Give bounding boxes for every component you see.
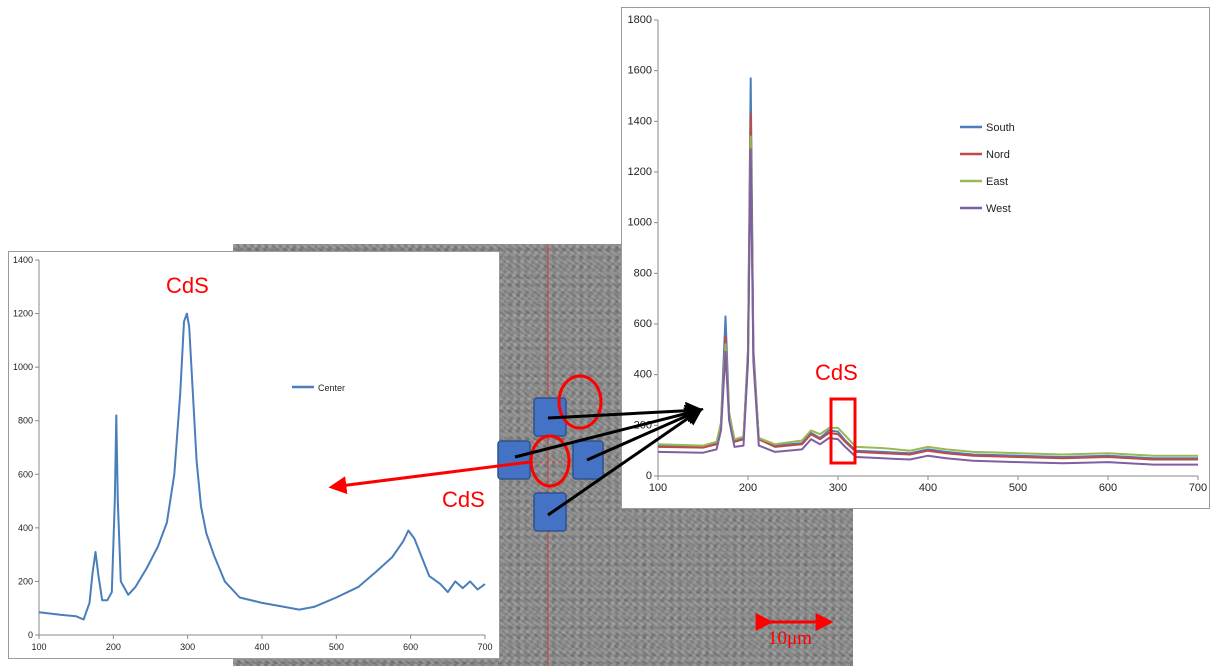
y-tick-label: 400 xyxy=(18,523,33,533)
series-line-center xyxy=(38,312,486,621)
y-tick-label: 800 xyxy=(18,416,33,426)
y-tick-label: 400 xyxy=(634,369,652,381)
y-tick-label: 1400 xyxy=(628,115,652,127)
cds-label-left: CdS xyxy=(166,273,209,298)
legend-label-south: South xyxy=(986,122,1015,134)
y-tick-label: 200 xyxy=(634,419,652,431)
y-tick-label: 1000 xyxy=(13,362,33,372)
series-line-nord xyxy=(657,112,1198,461)
series-line-south xyxy=(657,77,1198,460)
x-tick-label: 500 xyxy=(329,642,344,652)
y-tick-label: 1200 xyxy=(628,166,652,178)
x-tick-label: 200 xyxy=(106,642,121,652)
y-tick-label: 0 xyxy=(646,470,652,482)
x-tick-label: 600 xyxy=(403,642,418,652)
y-tick-label: 200 xyxy=(18,576,33,586)
directional-spectrum-panel: 0 200 400 600 800 1000 1200 1400 1600 1800 100 200 3… xyxy=(621,7,1210,509)
cds-label-middle: CdS xyxy=(442,487,485,512)
scale-bar-label: 10μm xyxy=(768,628,812,649)
series-line-east xyxy=(657,135,1198,457)
y-tick-label: 1800 xyxy=(628,14,652,26)
y-tick-label: 0 xyxy=(28,630,33,640)
y-tick-label: 600 xyxy=(634,318,652,330)
x-tick-label: 300 xyxy=(180,642,195,652)
x-tick-label: 400 xyxy=(919,482,937,494)
legend-label-center: Center xyxy=(318,383,345,393)
legend-label-west: West xyxy=(986,203,1011,215)
x-tick-label: 400 xyxy=(254,642,269,652)
x-tick-label: 100 xyxy=(31,642,46,652)
directional-spectrum-chart: 0 200 400 600 800 1000 1200 1400 1600 1800 100 200 3… xyxy=(628,14,1208,494)
y-tick-label: 1200 xyxy=(13,309,33,319)
legend-label-nord: Nord xyxy=(986,149,1010,161)
x-tick-label: 100 xyxy=(649,482,667,494)
center-spectrum-chart: 0 200 400 600 800 1000 1200 1400 100 200 300 400 500… xyxy=(13,255,493,652)
series-line-west xyxy=(657,148,1198,466)
center-spectrum-panel: 0 200 400 600 800 1000 1200 1400 100 200 300 400 500… xyxy=(8,251,500,659)
x-tick-label: 500 xyxy=(1009,482,1027,494)
x-tick-label: 300 xyxy=(829,482,847,494)
y-tick-label: 1400 xyxy=(13,255,33,265)
x-tick-label: 600 xyxy=(1099,482,1117,494)
x-tick-label: 700 xyxy=(1189,482,1207,494)
y-tick-label: 800 xyxy=(634,267,652,279)
legend-label-east: East xyxy=(986,176,1008,188)
x-tick-label: 200 xyxy=(739,482,757,494)
y-tick-label: 1600 xyxy=(628,65,652,77)
y-tick-label: 600 xyxy=(18,469,33,479)
cds-label-right: CdS xyxy=(815,360,858,385)
y-tick-label: 1000 xyxy=(628,217,652,229)
x-tick-label: 700 xyxy=(477,642,492,652)
